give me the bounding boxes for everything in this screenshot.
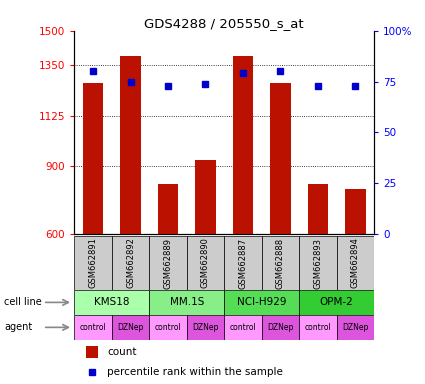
Text: GSM662891: GSM662891 (88, 238, 98, 288)
Bar (337, 315, 374, 340)
Bar (345, 189, 366, 234)
Text: GSM662888: GSM662888 (276, 237, 285, 289)
Bar (149, 236, 187, 290)
Bar (112, 236, 149, 290)
Text: percentile rank within the sample: percentile rank within the sample (108, 367, 283, 377)
Bar (262, 236, 299, 290)
Bar (74, 290, 149, 315)
Bar (120, 56, 141, 234)
Text: DZNep: DZNep (117, 323, 144, 332)
Bar (270, 83, 291, 234)
Bar (83, 83, 103, 234)
Bar (299, 315, 337, 340)
Text: agent: agent (4, 322, 32, 333)
Bar (337, 236, 374, 290)
Bar (224, 315, 262, 340)
Bar (74, 236, 112, 290)
Bar (232, 56, 253, 234)
Bar (158, 184, 178, 234)
Text: DZNep: DZNep (342, 323, 368, 332)
Text: control: control (80, 323, 107, 332)
Text: GSM662892: GSM662892 (126, 238, 135, 288)
Bar (224, 236, 262, 290)
Text: control: control (230, 323, 256, 332)
Text: DZNep: DZNep (267, 323, 294, 332)
Text: OPM-2: OPM-2 (320, 297, 354, 308)
Bar (262, 315, 299, 340)
Bar (149, 290, 224, 315)
Bar (224, 290, 299, 315)
Text: control: control (155, 323, 181, 332)
Text: DZNep: DZNep (192, 323, 218, 332)
Bar (299, 236, 337, 290)
Text: control: control (304, 323, 331, 332)
Text: MM.1S: MM.1S (170, 297, 204, 308)
Text: cell line: cell line (4, 297, 42, 308)
Bar (187, 236, 224, 290)
Bar (299, 290, 374, 315)
Title: GDS4288 / 205550_s_at: GDS4288 / 205550_s_at (144, 17, 304, 30)
Bar (86, 346, 98, 358)
Text: GSM662887: GSM662887 (238, 237, 247, 289)
Text: KMS18: KMS18 (94, 297, 130, 308)
Text: GSM662890: GSM662890 (201, 238, 210, 288)
Bar (308, 184, 328, 234)
Bar (112, 315, 149, 340)
Bar (187, 315, 224, 340)
Text: GSM662889: GSM662889 (164, 238, 173, 288)
Text: NCI-H929: NCI-H929 (237, 297, 286, 308)
Text: GSM662894: GSM662894 (351, 238, 360, 288)
Text: GSM662893: GSM662893 (313, 238, 322, 288)
Bar (195, 160, 216, 234)
Bar (149, 315, 187, 340)
Text: count: count (108, 347, 137, 357)
Bar (74, 315, 112, 340)
